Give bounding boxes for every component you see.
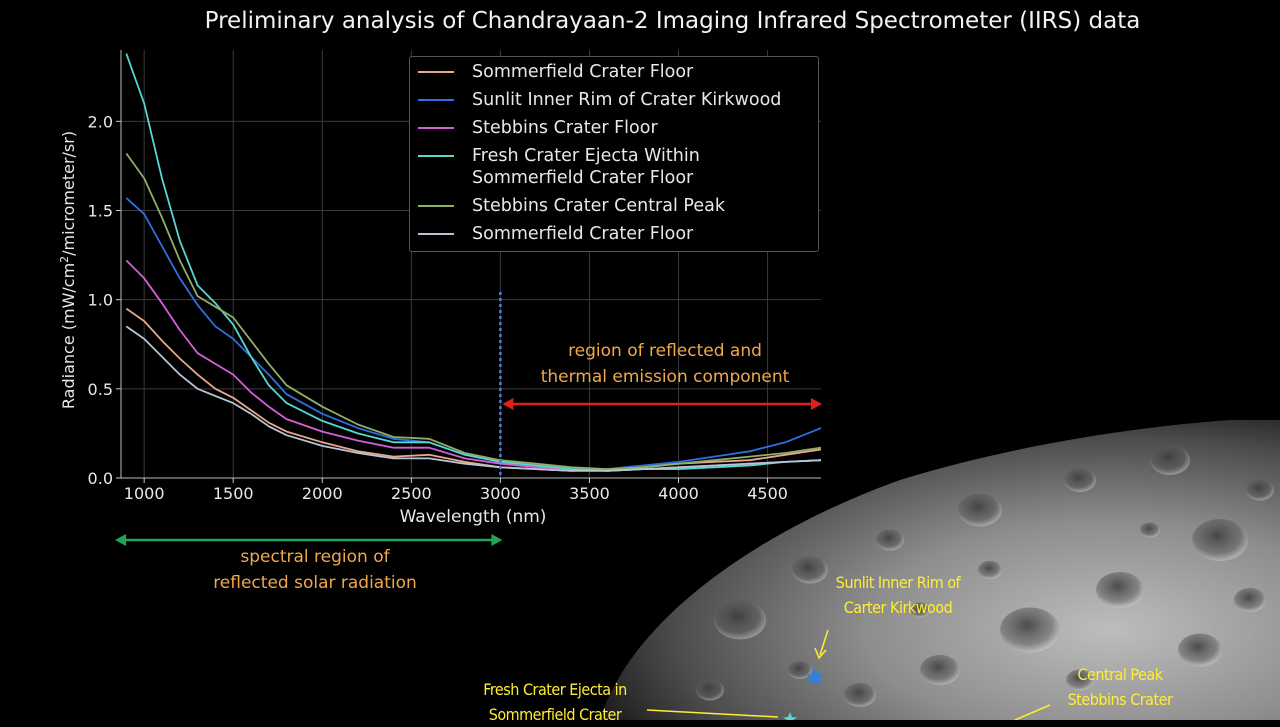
series-line-1 <box>125 197 822 470</box>
y-tick-label: 1.5 <box>88 202 113 221</box>
legend-label: Stebbins Crater Floor <box>472 118 658 138</box>
stebbins-label-line1: Central Peak <box>1077 665 1163 684</box>
x-tick-label: 2500 <box>391 484 432 503</box>
solar-region-arrow-right-head-icon <box>491 534 503 546</box>
crater-shape <box>910 602 930 618</box>
x-tick-label: 2000 <box>302 484 343 503</box>
legend-label: Sommerfield Crater Floor <box>472 62 694 82</box>
y-axis-label: Radiance (mW/cm2/micrometer/sr) <box>58 131 78 409</box>
stebbins-label-line2: Stebbins Crater <box>1067 690 1173 709</box>
legend-swatch <box>418 233 454 235</box>
crater-shape <box>1064 468 1096 492</box>
series-line-3 <box>125 53 822 472</box>
x-tick-label: 4000 <box>658 484 699 503</box>
legend-swatch <box>418 155 454 157</box>
y-tick-label: 0.0 <box>88 469 113 488</box>
thermal-region-arrow-right-head-icon <box>811 398 822 410</box>
x-tick-label: 1500 <box>213 484 254 503</box>
legend-label: Stebbins Crater Central Peak <box>472 196 725 216</box>
legend-swatch <box>418 71 454 73</box>
x-tick-label: 3000 <box>480 484 521 503</box>
x-tick-label: 3500 <box>569 484 610 503</box>
crater-shape <box>1178 633 1222 667</box>
kirkwood-label-line1: Sunlit Inner Rim of <box>835 573 961 592</box>
x-axis-ticks: 1000 1500 2000 2500 3000 3500 4000 4500 <box>124 478 788 503</box>
x-axis-label: Wavelength (nm) <box>400 507 547 527</box>
legend-swatch <box>418 205 454 207</box>
legend-swatch <box>418 99 454 101</box>
ejecta-label-line2: Sommerfield Crater <box>488 705 622 724</box>
solar-region-label-line2: reflected solar radiation <box>213 573 417 593</box>
crater-shape <box>696 679 724 701</box>
page-title: Preliminary analysis of Chandrayaan-2 Im… <box>204 8 1141 34</box>
thermal-region-label: region of reflected and thermal emission… <box>520 338 810 390</box>
y-axis-ticks: 0.0 0.5 1.0 1.5 2.0 <box>88 112 121 488</box>
thermal-region-label-line2: thermal emission component <box>540 367 790 387</box>
legend-label: Sunlit Inner Rim of Crater Kirkwood <box>472 90 782 110</box>
chart-legend: Sommerfield Crater Floor Sunlit Inner Rim… <box>409 56 819 252</box>
crater-shape <box>1234 588 1266 612</box>
crater-shape <box>844 683 876 707</box>
crater-shape <box>1140 522 1160 538</box>
crater-shape <box>958 493 1002 527</box>
solar-region-label: spectral region of reflected solar radia… <box>170 544 460 596</box>
crater-shape <box>978 561 1002 579</box>
crater-shape <box>1246 479 1274 501</box>
series-line-4 <box>125 152 822 470</box>
solar-region-arrow-left-head-icon <box>115 534 126 546</box>
crater-shape <box>920 655 960 685</box>
lunar-surface-image <box>600 420 1280 720</box>
crater-shape <box>1150 445 1190 475</box>
crater-shape <box>876 529 904 551</box>
legend-label: Fresh Crater Ejecta Within Sommerfield C… <box>472 146 700 188</box>
ejecta-label: Fresh Crater Ejecta in Sommerfield Crate… <box>465 677 645 727</box>
crater-shape <box>1066 669 1094 691</box>
crater-shape <box>1096 572 1144 608</box>
y-tick-label: 0.5 <box>88 380 113 399</box>
kirkwood-label-line2: Carter Kirkwood <box>843 598 953 617</box>
x-tick-label: 1000 <box>124 484 165 503</box>
y-tick-label: 1.0 <box>88 291 113 310</box>
solar-region-label-line1: spectral region of <box>240 547 390 567</box>
legend-label: Sommerfield Crater Floor <box>472 224 694 244</box>
series-lines <box>125 53 822 472</box>
thermal-region-label-line1: region of reflected and <box>568 341 762 361</box>
legend-swatch <box>418 127 454 129</box>
thermal-region-arrow-left-head-icon <box>502 398 514 410</box>
x-tick-label: 4500 <box>747 484 788 503</box>
crater-shape <box>1000 607 1060 653</box>
y-tick-label: 2.0 <box>88 112 113 131</box>
chart-annotations <box>115 292 822 546</box>
series-line-5 <box>125 325 822 472</box>
crater-shape <box>1192 519 1248 561</box>
kirkwood-label: Sunlit Inner Rim of Carter Kirkwood <box>818 570 978 620</box>
ejecta-label-line1: Fresh Crater Ejecta in <box>483 680 627 699</box>
crater-shape <box>714 600 766 640</box>
crater-shape <box>792 556 828 584</box>
stebbins-label: Central Peak Stebbins Crater <box>1050 662 1190 712</box>
